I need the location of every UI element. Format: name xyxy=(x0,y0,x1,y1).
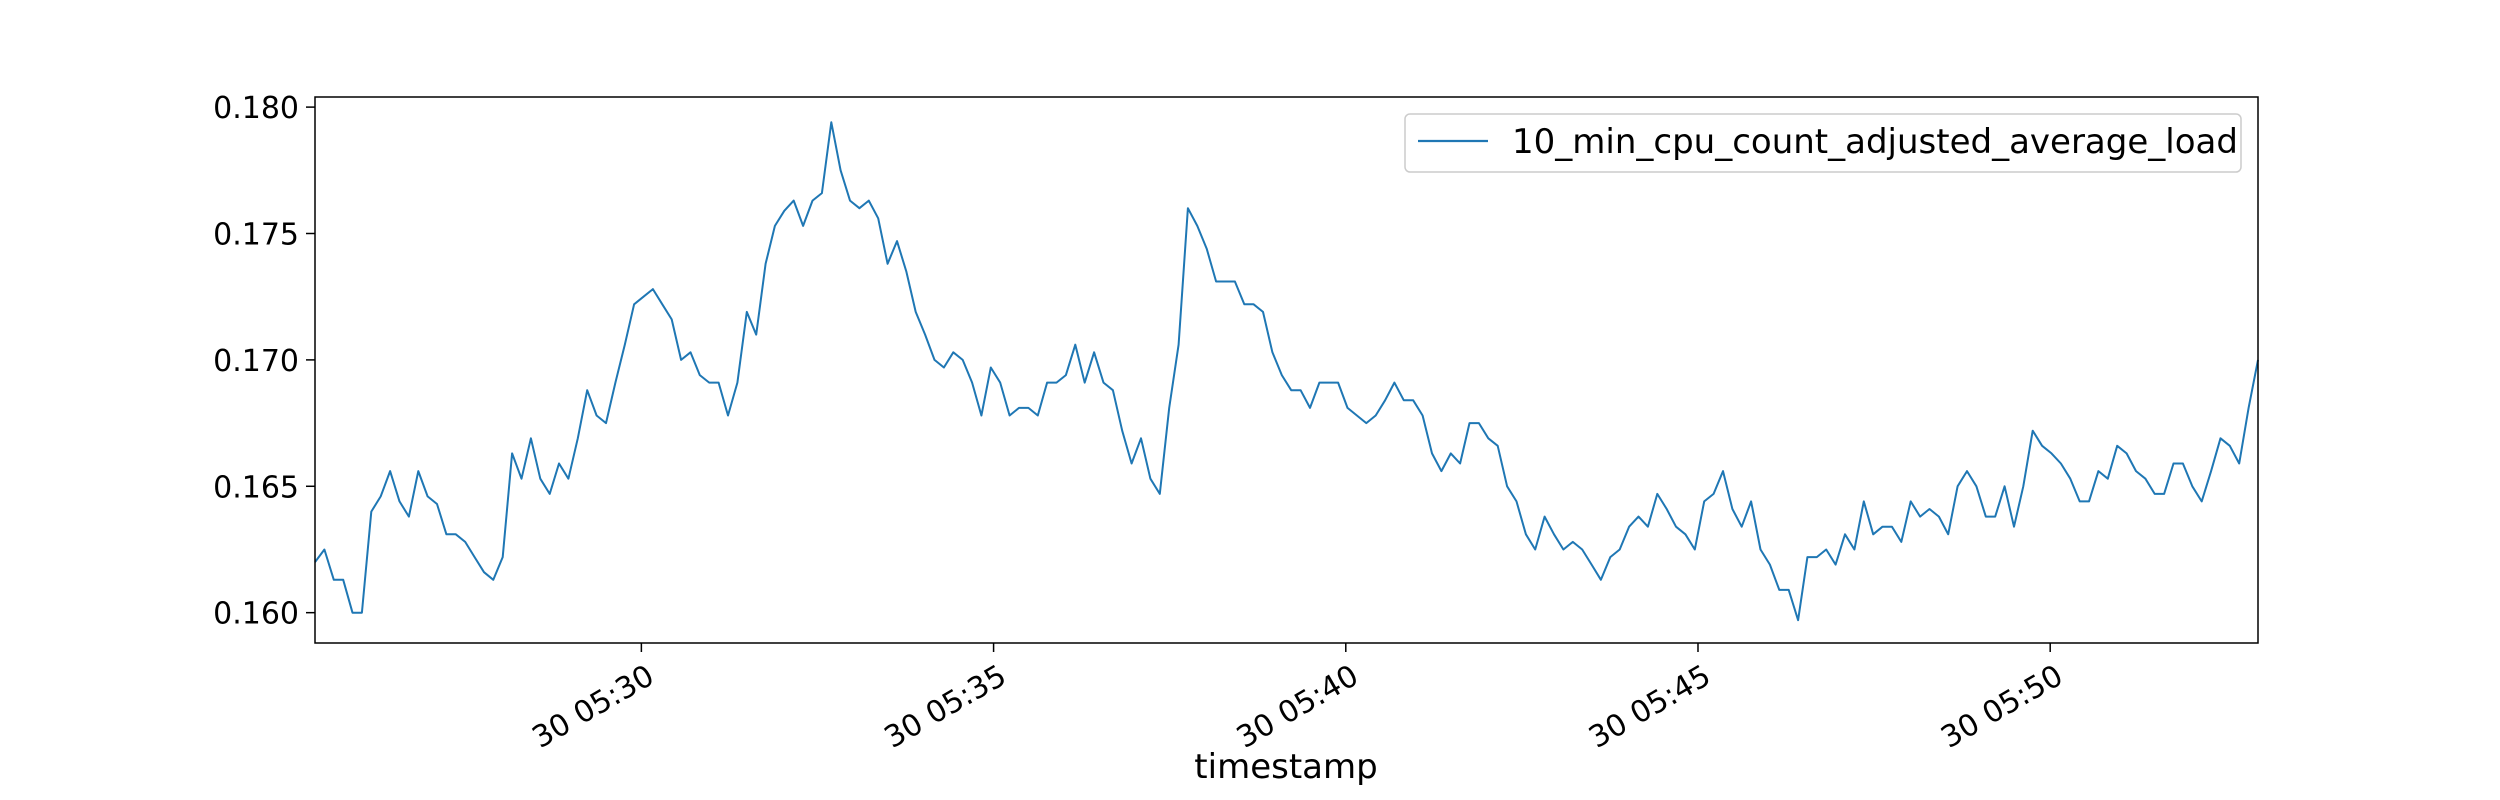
y-tick-label: 0.180 xyxy=(213,91,299,126)
y-tick-label: 0.165 xyxy=(213,470,299,505)
legend: 10_min_cpu_count_adjusted_average_load xyxy=(1404,113,2242,173)
series-line-0 xyxy=(314,121,2259,622)
y-tick-label: 0.160 xyxy=(213,597,299,632)
axes-frame xyxy=(314,96,2259,644)
x-tick-label: 30 05:30 xyxy=(526,658,660,755)
x-axis: 30 05:30 30 05:35 30 05:40 30 05:45 30 05:50 xyxy=(526,643,2069,756)
y-axis: 0.160 0.165 0.170 0.175 0.180 xyxy=(213,91,315,632)
plot-area xyxy=(314,96,2259,644)
x-tick-label: 30 05:45 xyxy=(1583,658,1717,755)
x-tick-label: 30 05:40 xyxy=(1231,658,1365,755)
y-tick-label: 0.170 xyxy=(213,344,299,379)
x-tick-label: 30 05:35 xyxy=(879,658,1013,755)
legend-label: 10_min_cpu_count_adjusted_average_load xyxy=(1512,122,2238,162)
x-tick-label: 30 05:50 xyxy=(1935,658,2069,755)
y-tick-label: 0.175 xyxy=(213,218,299,253)
x-axis-label: timestamp xyxy=(1194,747,1377,787)
legend-frame xyxy=(1404,113,2242,173)
series-layer xyxy=(314,121,2259,622)
